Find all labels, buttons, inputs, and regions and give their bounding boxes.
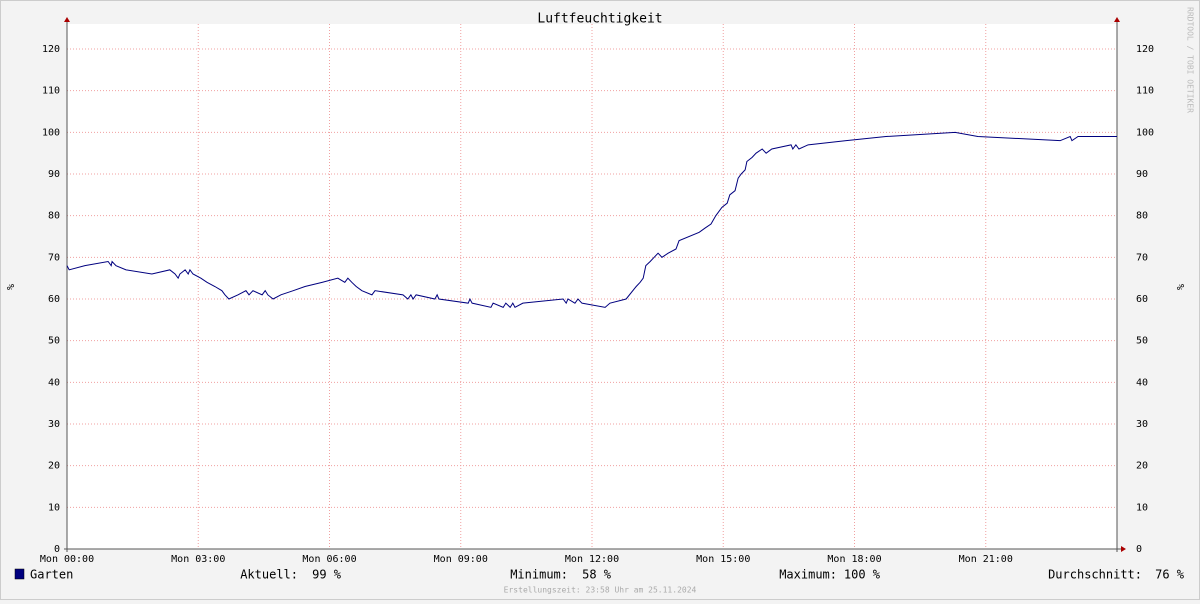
y2-tick-label: 80 [1136,211,1148,222]
x-tick-label: Mon 18:00 [827,554,881,565]
y-tick-label: 80 [48,211,60,222]
data-line [66,131,1117,309]
y2-tick-label: 60 [1136,294,1148,305]
x-tick-label: Mon 21:00 [959,554,1013,565]
legend-stat-label: Minimum: [510,568,568,582]
y-axis-label: % [4,284,15,290]
axis-arrow [1114,17,1120,22]
y-tick-label: 120 [42,44,60,55]
y-tick-label: 20 [48,461,60,472]
x-tick-label: Mon 06:00 [302,554,356,565]
y-tick-label: 100 [42,127,60,138]
y-tick-label: 70 [48,252,60,263]
chart-title: Luftfeuchtigkeit [537,12,662,27]
legend-stat-value: 99 % [312,568,342,582]
y2-tick-label: 0 [1136,544,1142,555]
y2-tick-label: 120 [1136,44,1154,55]
watermark: RRDTOOL / TOBI OETIKER [1186,7,1195,113]
y-tick-label: 110 [42,86,60,97]
x-tick-label: Mon 15:00 [696,554,750,565]
x-tick-label: Mon 09:00 [434,554,488,565]
legend-stat-value: 58 % [582,568,612,582]
y2-axis-label: % [1174,284,1185,290]
legend-stat-value: 76 % [1155,568,1185,582]
x-tick-label: Mon 00:00 [40,554,94,565]
y2-tick-label: 100 [1136,127,1154,138]
axis-arrow [1121,546,1126,552]
y2-tick-label: 50 [1136,336,1148,347]
y-tick-label: 0 [54,544,60,555]
axis-arrow [64,17,70,22]
legend-stat-label: Maximum: [779,568,837,582]
legend-stat-label: Durchschnitt: [1048,568,1142,582]
legend-stat-value: 100 % [844,568,881,582]
y-tick-label: 60 [48,294,60,305]
y-tick-label: 10 [48,502,60,513]
y2-tick-label: 110 [1136,86,1154,97]
legend-swatch [14,568,25,580]
y2-tick-label: 40 [1136,377,1148,388]
y-tick-label: 40 [48,377,60,388]
x-tick-label: Mon 03:00 [171,554,225,565]
y-tick-label: 90 [48,169,60,180]
footer: Erstellungszeit: 23:58 Uhr am 25.11.2024 [504,586,697,595]
y-tick-label: 30 [48,419,60,430]
y2-tick-label: 10 [1136,502,1148,513]
y-tick-label: 50 [48,336,60,347]
y2-tick-label: 90 [1136,169,1148,180]
legend-label: Garten [30,568,73,582]
x-tick-label: Mon 12:00 [565,554,619,565]
y2-tick-label: 20 [1136,461,1148,472]
y2-tick-label: 70 [1136,252,1148,263]
legend-stat-label: Aktuell: [240,568,298,582]
y2-tick-label: 30 [1136,419,1148,430]
